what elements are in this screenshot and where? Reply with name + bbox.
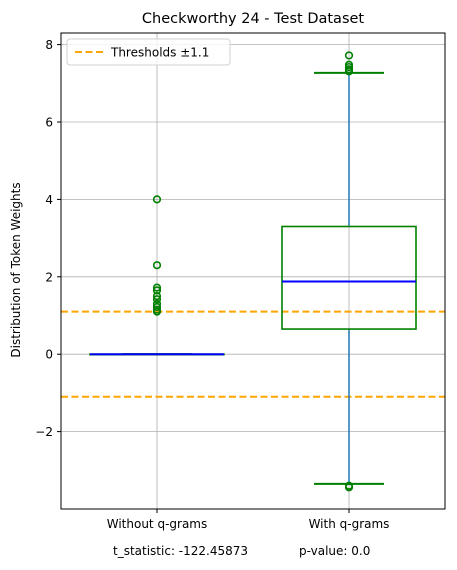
outlier-point — [152, 295, 162, 304]
x-tick-label: With q-grams — [309, 517, 390, 531]
outlier-point — [344, 51, 354, 60]
outlier-point — [152, 261, 162, 270]
outlier-point — [152, 307, 162, 316]
y-tick-label: 8 — [45, 38, 53, 52]
outlier-point — [344, 483, 354, 492]
legend-label: Thresholds ±1.1 — [110, 46, 209, 60]
y-tick-label: 6 — [45, 116, 53, 130]
x-tick-label: Without q-grams — [107, 517, 208, 531]
outlier-point — [152, 302, 162, 312]
y-axis-label: Distribution of Token Weights — [9, 182, 23, 357]
legend-box — [66, 38, 231, 66]
y-tick-label: 4 — [45, 193, 53, 207]
outlier-point — [152, 292, 162, 301]
outlier-point — [152, 195, 162, 204]
axes-frame — [60, 32, 446, 510]
y-tick-label: 2 — [45, 270, 53, 284]
plot-area: −2 0 2 4 6 8 Without q-grams With q-grams Thresh… — [35, 32, 446, 531]
t-statistic-text: t_statistic: -122.45873 — [113, 544, 249, 558]
outlier-point — [344, 67, 354, 76]
y-tick-label: −2 — [35, 425, 53, 439]
chart-title: Checkworthy 24 - Test Dataset — [142, 11, 365, 27]
y-tick-label: 0 — [45, 348, 53, 362]
outlier-point — [152, 283, 162, 292]
box-iqr — [281, 225, 417, 330]
p-value-text: p-value: 0.0 — [299, 544, 371, 558]
